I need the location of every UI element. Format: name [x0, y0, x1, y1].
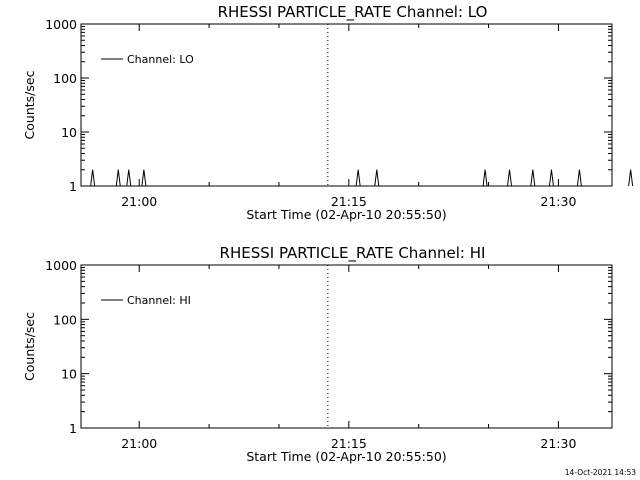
data-spike [90, 169, 96, 187]
y-tick-label: 10 [61, 125, 77, 140]
y-tick-label: 10 [61, 367, 77, 382]
x-axis-label: Start Time (02-Apr-10 20:55:50) [246, 449, 446, 464]
data-spike [355, 169, 361, 187]
y-tick-label: 1 [69, 179, 77, 194]
panel-lo: RHESSI PARTICLE_RATE Channel: LO 21:00 21:… [22, 3, 634, 222]
data-spike [507, 169, 513, 187]
legend-entry: Channel: LO [127, 53, 194, 66]
panel-hi: RHESSI PARTICLE_RATE Channel: HI 21:00 21:… [22, 244, 613, 464]
legend-entry: Channel: HI [127, 294, 191, 307]
data-spike [374, 169, 380, 187]
x-tick-label: 21:15 [331, 436, 367, 451]
footer-timestamp: 14-Oct-2021 14:53 [565, 468, 636, 477]
y-tick-label: 100 [53, 71, 77, 86]
x-tick-label: 21:30 [540, 436, 576, 451]
chart-title: RHESSI PARTICLE_RATE Channel: LO [218, 3, 488, 22]
data-spike [548, 169, 554, 187]
data-spike [141, 169, 147, 187]
data-spike [628, 169, 634, 187]
data-spike [115, 169, 121, 187]
y-tick-label: 1000 [45, 258, 77, 273]
chart-title: RHESSI PARTICLE_RATE Channel: HI [220, 244, 486, 263]
y-tick-label: 1 [69, 421, 77, 436]
x-axis-label: Start Time (02-Apr-10 20:55:50) [246, 207, 446, 222]
plot-frame [80, 23, 613, 187]
y-axis-label: Counts/sec [22, 70, 37, 139]
y-tick-label: 1000 [45, 17, 77, 32]
data-spike [576, 169, 582, 187]
data-spike [126, 169, 132, 187]
plot-frame [80, 264, 613, 429]
y-tick-label: 100 [53, 312, 77, 327]
x-tick-label: 21:00 [121, 194, 157, 209]
x-tick-label: 21:30 [540, 194, 576, 209]
y-axis-label: Counts/sec [22, 312, 37, 381]
x-tick-label: 21:00 [121, 436, 157, 451]
data-spike [530, 169, 536, 187]
data-spike [482, 169, 488, 187]
x-tick-label: 21:15 [331, 194, 367, 209]
